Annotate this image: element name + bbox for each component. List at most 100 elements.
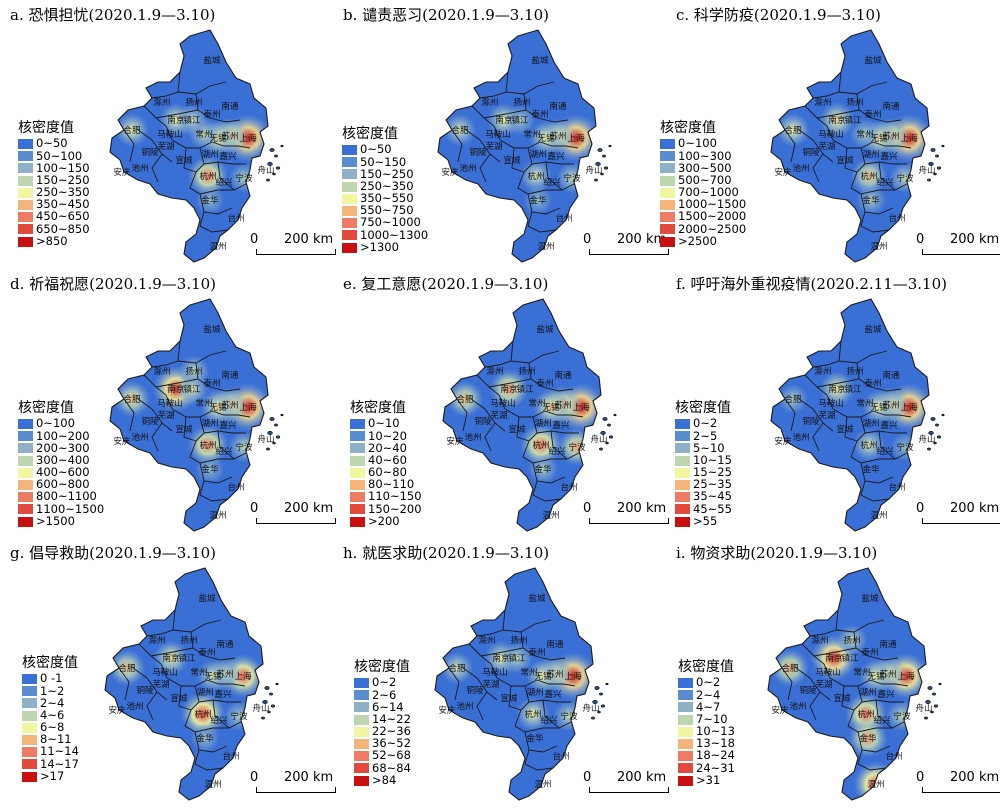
city-label: 铜陵 xyxy=(469,147,487,158)
city-label: 宁波 xyxy=(230,711,248,722)
city-label: 金华 xyxy=(862,464,880,475)
city-label: 铜陵 xyxy=(141,416,159,427)
city-label: 泰州 xyxy=(536,378,553,389)
kernel-density-map: 盐城滁州 扬州 南通合肥 南京镇江泰州常州无锡苏州 上海 马鞍山芜湖铜陵安庆 池州 宣城湖州嘉… xyxy=(109,29,284,263)
city-label: 安庆 xyxy=(113,167,131,178)
legend-item: 0 -1 xyxy=(22,673,79,685)
city-label: 滁州 xyxy=(148,635,165,646)
city-label: 无锡 xyxy=(870,403,888,413)
legend-swatch xyxy=(354,763,369,774)
city-label: 金华 xyxy=(859,733,877,744)
legend-label: 100~200 xyxy=(36,428,90,443)
city-label: 安庆 xyxy=(446,436,464,447)
legend-item: 11~14 xyxy=(22,746,79,758)
legend-item: 100~300 xyxy=(660,150,746,162)
kernel-density-map: 盐城滁州 扬州 南通合肥 南京镇江泰州常州无锡苏州 上海 马鞍山芜湖铜陵安庆 池州 宣城湖州嘉… xyxy=(109,298,284,532)
city-label: 芜湖 xyxy=(490,410,507,421)
city-label: 南京 xyxy=(167,115,184,126)
city-label: 舟山 xyxy=(918,165,935,176)
legend-item: 1000~1500 xyxy=(660,199,746,211)
city-label: 宣城 xyxy=(170,693,188,704)
panel-title: h. 就医求助(2020.1.9—3.10) xyxy=(343,544,550,562)
city-label: 嘉兴 xyxy=(219,420,237,431)
city-label: 舟山 xyxy=(252,703,269,714)
city-label: 绍兴 xyxy=(210,715,228,726)
legend-swatch xyxy=(678,751,693,762)
legend-item: 4~6 xyxy=(22,709,79,722)
legend-label: 0~100 xyxy=(678,136,717,151)
legend-label: 8~11 xyxy=(40,732,72,747)
city-label: 宁波 xyxy=(896,173,914,184)
city-label: 南通 xyxy=(221,101,239,112)
legend-swatch xyxy=(18,200,33,211)
city-label: 嘉兴 xyxy=(880,151,898,162)
city-label: 上海 xyxy=(234,671,252,682)
legend-label: 350~550 xyxy=(360,191,414,206)
legend-label: 250~350 xyxy=(36,185,90,200)
legend-swatch xyxy=(660,224,675,235)
city-label: 铜陵 xyxy=(799,685,817,696)
legend-swatch xyxy=(342,230,357,241)
legend-label: >31 xyxy=(696,772,721,787)
hotspot-changzhou xyxy=(850,119,880,149)
legend-item: 300~400 xyxy=(18,454,104,467)
legend-label: 24~31 xyxy=(696,760,735,775)
city-label: 上海 xyxy=(567,133,585,144)
city-label: 宁波 xyxy=(235,442,253,453)
city-labels: 盐城滁州 扬州 南通合肥 南京镇江泰州常州无锡苏州 上海 马鞍山芜湖铜陵安庆 池州 宣城湖州嘉… xyxy=(438,593,599,790)
city-label: 无锡 xyxy=(209,403,227,413)
legend-swatch xyxy=(678,702,693,713)
city-label: 铜陵 xyxy=(802,416,820,427)
legend-swatch xyxy=(18,163,33,174)
city-label: 滁州 xyxy=(153,97,170,108)
legend-item: 6~14 xyxy=(354,701,411,713)
city-label: 宣城 xyxy=(836,155,854,166)
city-label: 宣城 xyxy=(833,693,851,704)
legend-title: 核密度值 xyxy=(18,400,74,416)
legend-title: 核密度值 xyxy=(678,659,734,675)
legend-swatch xyxy=(678,690,693,701)
city-label: 宁波 xyxy=(235,173,253,184)
city-label: 镇江 xyxy=(178,653,196,664)
zhoushan-islands xyxy=(261,682,279,720)
panel-title: a. 恐惧担忧(2020.1.9—3.10) xyxy=(10,6,216,24)
legend-label: >200 xyxy=(368,513,400,528)
city-label: 安庆 xyxy=(774,436,792,447)
city-label: 南通 xyxy=(879,639,897,650)
city-label: 镇江 xyxy=(844,115,862,126)
city-label: 安庆 xyxy=(108,705,126,716)
hotspot-nanjing xyxy=(489,369,529,409)
legend-item: >2500 xyxy=(660,235,746,248)
legend-label: 6~8 xyxy=(40,720,65,735)
city-label: 安庆 xyxy=(774,167,792,178)
legend-label: 0~2 xyxy=(696,675,721,690)
city-label: 南通 xyxy=(546,639,564,650)
hotspot-hefei xyxy=(770,648,810,688)
city-label: 温州 xyxy=(537,241,554,252)
city-label: 杭州 xyxy=(860,171,877,182)
legend-item: 150~250 xyxy=(342,168,428,180)
city-label: 芜湖 xyxy=(485,141,502,152)
legend-item: 18~24 xyxy=(678,750,735,762)
city-label: 台州 xyxy=(885,751,902,762)
city-label: 宣城 xyxy=(503,155,521,166)
kernel-density-map: 盐城滁州 扬州 南通合肥 南京镇江泰州常州无锡苏州 上海 马鞍山芜湖铜陵安庆 池州 宣城湖州嘉… xyxy=(434,567,609,801)
legend-swatch xyxy=(350,504,365,515)
city-label: 安庆 xyxy=(113,436,131,447)
city-label: 马鞍山 xyxy=(157,398,183,409)
city-label: 合肥 xyxy=(123,394,141,405)
legend-swatch xyxy=(660,200,675,211)
legend-item: 2~4 xyxy=(678,689,735,701)
zhoushan-islands xyxy=(924,682,942,720)
city-label: 镇江 xyxy=(183,384,201,395)
scale-distance: 200 km xyxy=(284,501,334,516)
legend-label: 11~14 xyxy=(40,744,79,759)
city-label: 台州 xyxy=(552,751,569,762)
legend-item: 40~60 xyxy=(350,454,422,467)
city-label: 绍兴 xyxy=(548,446,566,457)
legend-swatch xyxy=(660,187,675,198)
city-label: 金华 xyxy=(862,195,880,206)
city-label: 马鞍山 xyxy=(815,667,841,678)
city-label: 嘉兴 xyxy=(219,151,237,162)
city-label: 湖州 xyxy=(862,419,879,429)
